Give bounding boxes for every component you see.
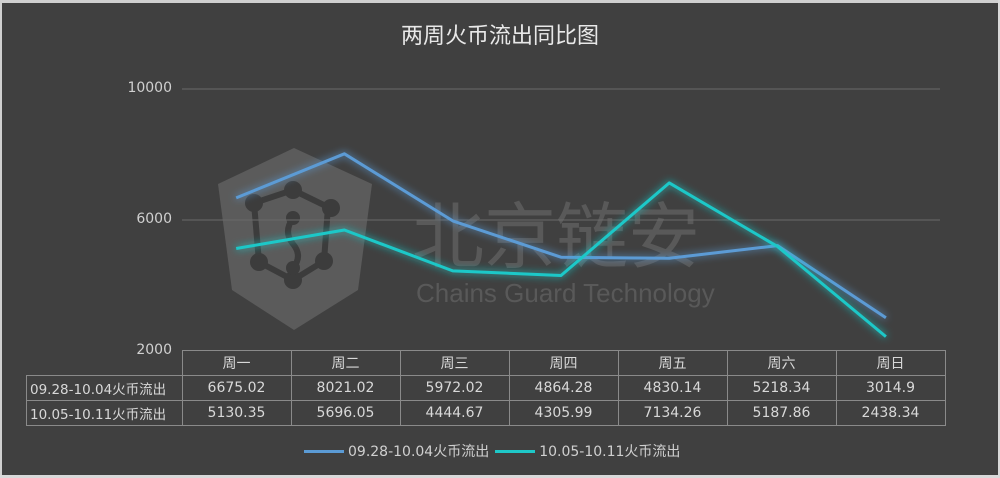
data-table: 周一 周二 周三 周四 周五 周六 周日 09.28-10.04火币流出 667… [26,350,946,426]
table-header-cell: 周六 [726,350,837,376]
table-header-cell: 周三 [399,350,510,376]
legend-label-series-2: 10.05-10.11火币流出 [539,444,681,460]
table-row: 09.28-10.04火币流出 6675.02 8021.02 5972.02 … [26,375,946,401]
series-line-2 [235,181,887,338]
y-tick-10000: 10000 [127,80,172,96]
table-cell: 6675.02 [181,375,292,401]
table-row: 10.05-10.11火币流出 5130.35 5696.05 4444.67 … [26,400,946,426]
legend: 09.28-10.04火币流出 10.05-10.11火币流出 [300,441,680,461]
table-header-row: 周一 周二 周三 周四 周五 周六 周日 [27,350,946,376]
legend-swatch-series-1 [304,449,344,453]
legend-swatch-series-2 [495,449,536,453]
table-header-cell: 周日 [835,350,946,376]
table-cell: 2438.34 [835,400,946,426]
table-header-cell: 周五 [617,350,728,376]
watermark-cn: 北京链安 [412,195,700,279]
table-cell: 5696.05 [290,400,401,426]
row-header: 10.05-10.11火币流出 [26,400,183,426]
table-cell: 5972.02 [399,375,510,401]
table-header-cell: 周四 [508,350,619,376]
table-cell: 5130.35 [181,400,292,426]
table-cell: 4444.67 [399,400,510,426]
table-cell: 3014.9 [835,375,946,401]
table-cell: 8021.02 [290,375,401,401]
legend-label-series-1: 09.28-10.04火币流出 [348,444,490,460]
y-tick-6000: 6000 [136,211,172,227]
watermark-en: Chains Guard Technology [416,278,715,308]
table-cell: 5187.86 [726,400,837,426]
table-header-cell: 周二 [290,350,401,376]
table-cell: 4305.99 [508,400,619,426]
table-cell: 4830.14 [617,375,728,401]
table-cell: 5218.34 [726,375,837,401]
table-cell: 7134.26 [617,400,728,426]
row-header: 09.28-10.04火币流出 [26,375,183,401]
table-header-cell: 周一 [181,350,292,376]
table-cell: 4864.28 [508,375,619,401]
chart-title: 两周火币流出同比图 [400,24,599,49]
y-tick-2000: 2000 [136,342,172,358]
